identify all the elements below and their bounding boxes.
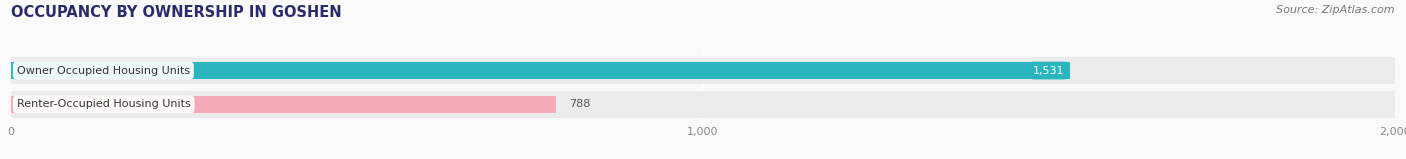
Text: Source: ZipAtlas.com: Source: ZipAtlas.com (1277, 5, 1395, 15)
Text: OCCUPANCY BY OWNERSHIP IN GOSHEN: OCCUPANCY BY OWNERSHIP IN GOSHEN (11, 5, 342, 20)
Text: 788: 788 (569, 99, 591, 109)
Text: Owner Occupied Housing Units: Owner Occupied Housing Units (17, 66, 190, 76)
Bar (11, 91, 1395, 118)
Bar (11, 62, 1070, 79)
Bar (11, 57, 1395, 84)
Text: Renter-Occupied Housing Units: Renter-Occupied Housing Units (17, 99, 191, 109)
Bar (11, 96, 557, 113)
Text: 1,531: 1,531 (1033, 66, 1064, 76)
